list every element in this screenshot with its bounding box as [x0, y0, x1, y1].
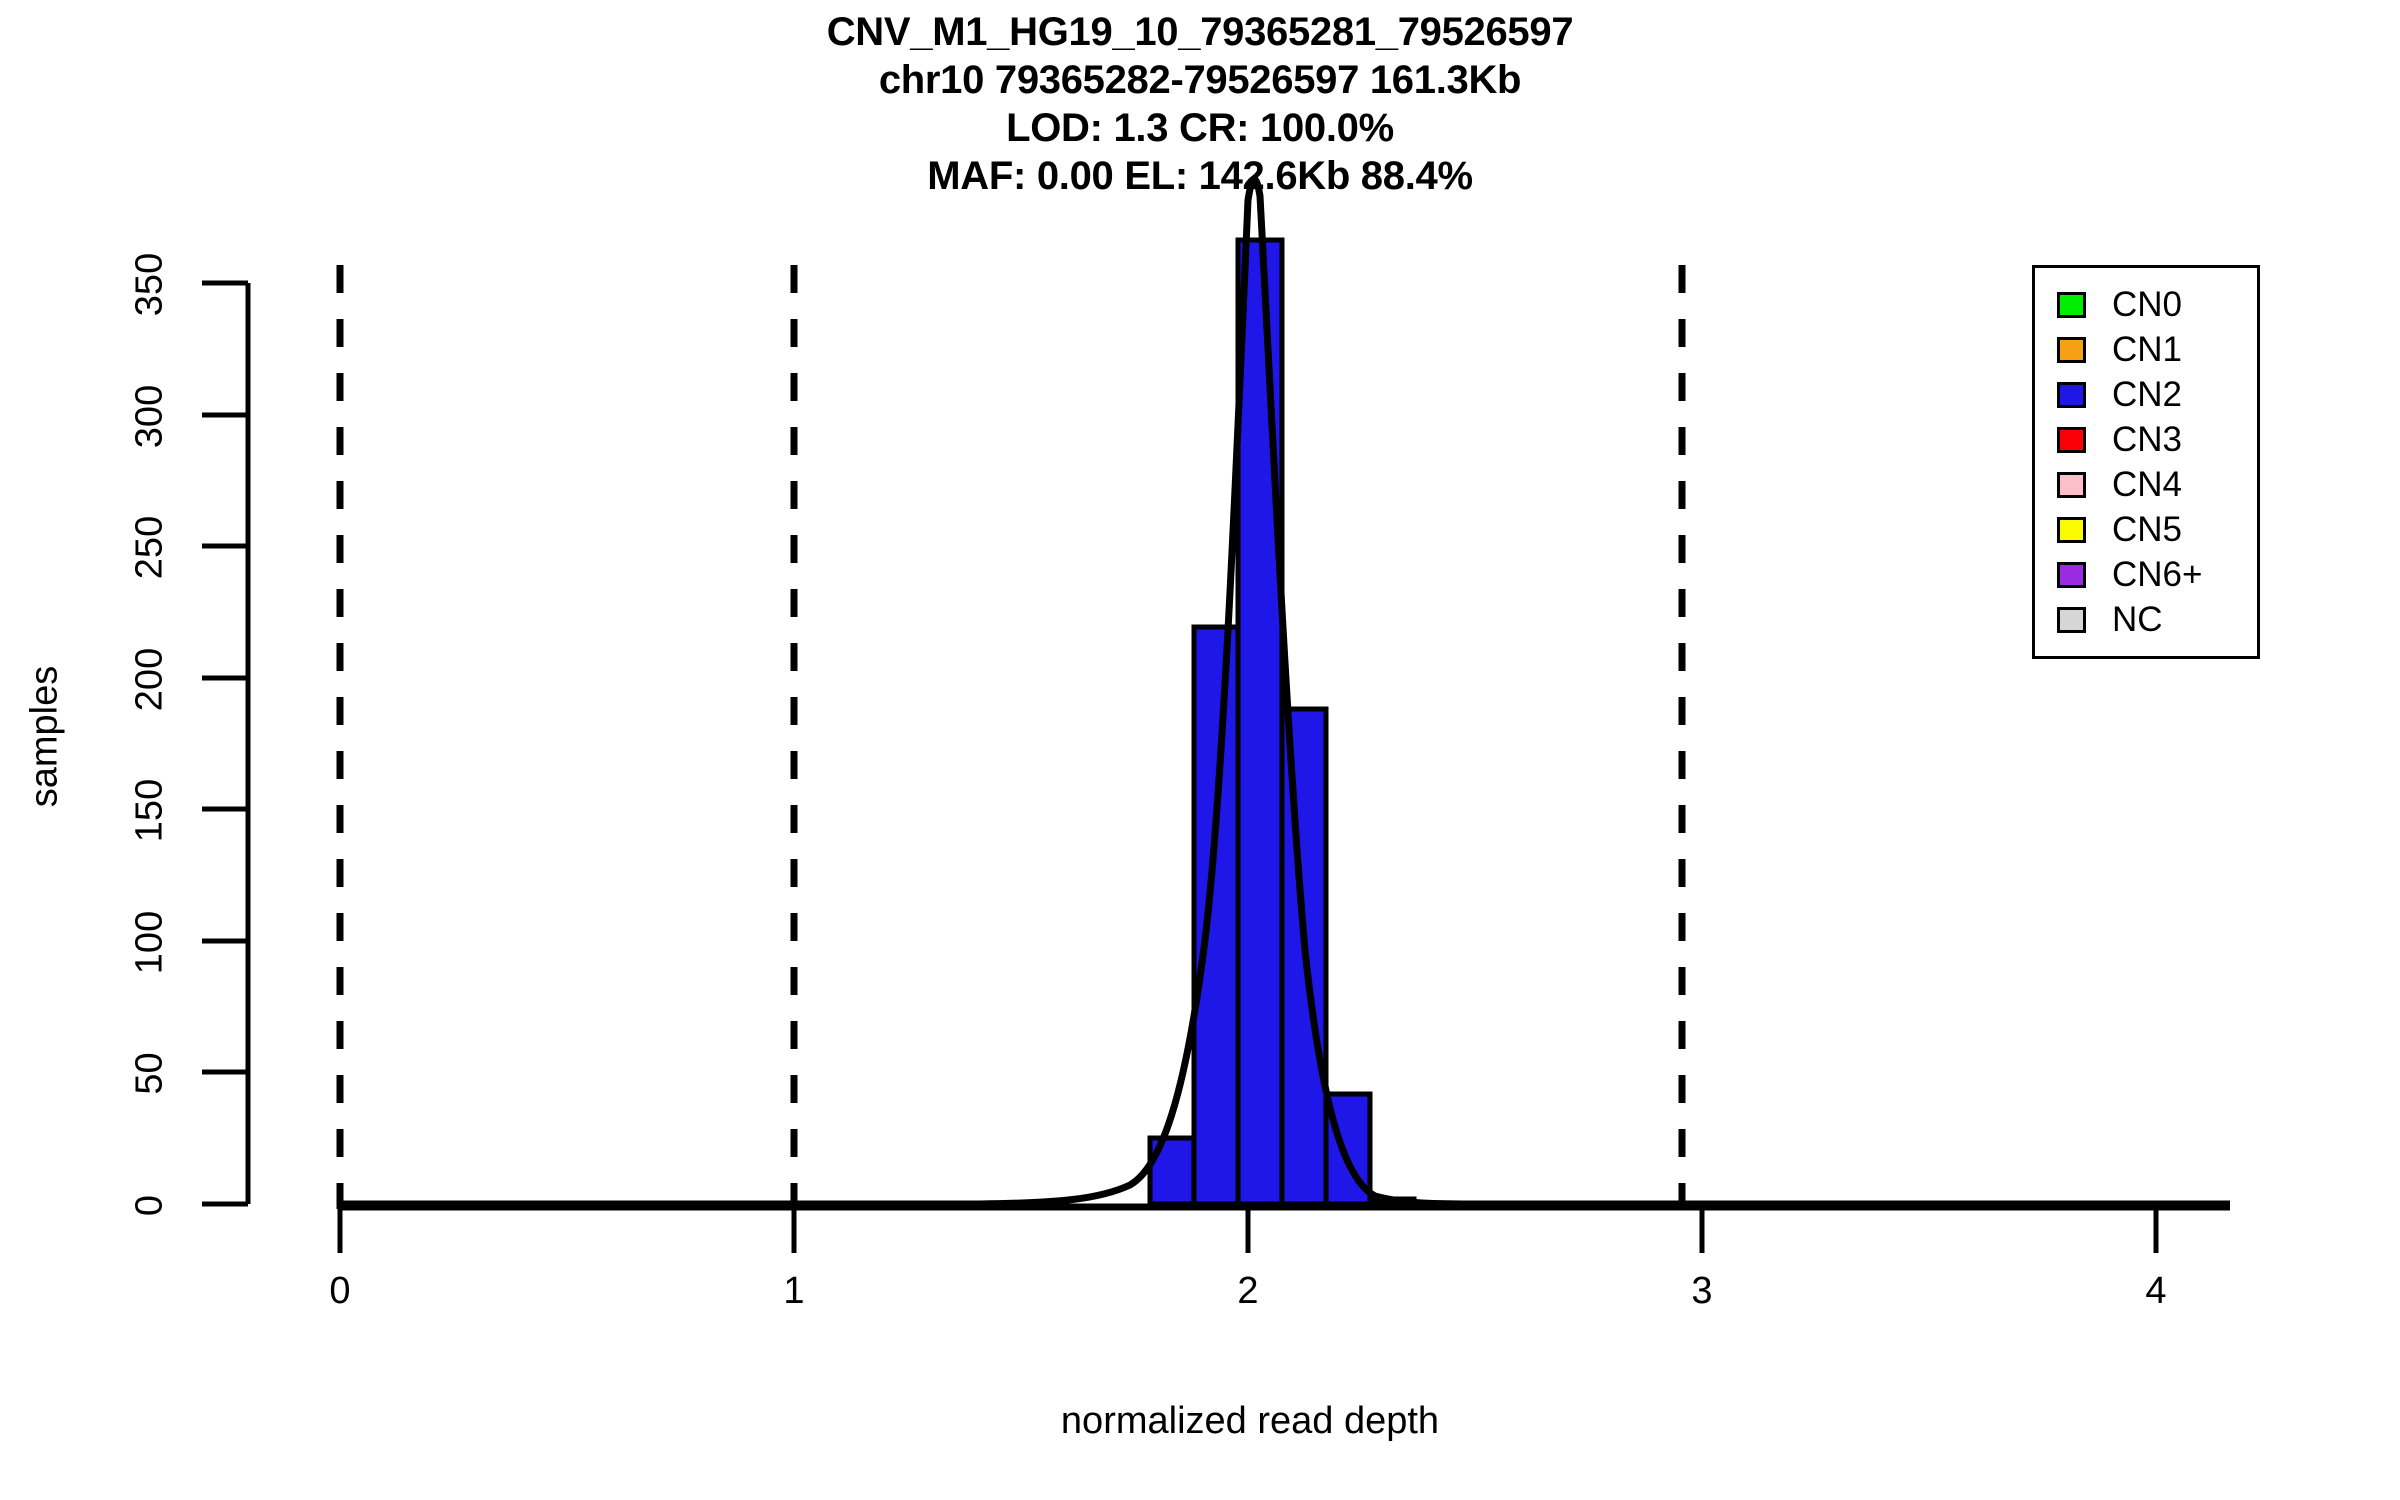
x-tick-label-2: 2 [1237, 1270, 1259, 1312]
histogram-bar [1191, 624, 1241, 1207]
y-tick-label-200: 200 [128, 647, 171, 712]
y-tick-label-100: 100 [128, 910, 171, 975]
legend-item-cn0[interactable]: CN0 [2035, 282, 2257, 327]
x-axis-ticks [337, 1207, 2159, 1253]
legend-label-cn3: CN3 [2112, 419, 2183, 459]
legend-swatch-nc [2057, 606, 2086, 633]
x-axis-title: normalized read depth [1060, 1400, 1440, 1442]
legend-swatch-cn5 [2057, 516, 2086, 543]
y-tick-label-250: 250 [128, 515, 171, 580]
legend-item-cn3[interactable]: CN3 [2035, 417, 2257, 462]
y-tick-label-150: 150 [128, 778, 171, 843]
legend-label-nc: NC [2112, 599, 2163, 639]
y-axis [202, 280, 251, 1207]
baseline-marks [337, 1196, 1685, 1204]
legend: CN0 CN1 CN2 CN3 CN4 CN5 CN6+ NC [2032, 265, 2260, 659]
density-curve [340, 176, 2230, 1208]
legend-label-cn4: CN4 [2112, 464, 2183, 504]
x-tick-label-3: 3 [1691, 1270, 1713, 1312]
legend-swatch-cn1 [2057, 336, 2086, 363]
x-tick-label-0: 0 [329, 1270, 351, 1312]
legend-swatch-cn0 [2057, 291, 2086, 318]
legend-item-nc[interactable]: NC [2035, 597, 2257, 642]
legend-item-cn6plus[interactable]: CN6+ [2035, 552, 2257, 597]
legend-swatch-cn4 [2057, 471, 2086, 498]
x-tick-label-4: 4 [2145, 1270, 2167, 1312]
legend-item-cn4[interactable]: CN4 [2035, 462, 2257, 507]
histogram-bars [1147, 237, 1417, 1207]
y-tick-label-350: 350 [128, 252, 171, 317]
cn-reference-lines [336, 245, 1686, 1209]
y-tick-label-50: 50 [128, 1052, 171, 1095]
legend-item-cn5[interactable]: CN5 [2035, 507, 2257, 552]
legend-label-cn5: CN5 [2112, 509, 2183, 549]
legend-item-cn1[interactable]: CN1 [2035, 327, 2257, 372]
legend-label-cn1: CN1 [2112, 329, 2183, 369]
legend-label-cn0: CN0 [2112, 284, 2183, 324]
legend-item-cn2[interactable]: CN2 [2035, 372, 2257, 417]
legend-label-cn6plus: CN6+ [2112, 554, 2203, 594]
legend-swatch-cn3 [2057, 426, 2086, 453]
legend-swatch-cn2 [2057, 381, 2086, 408]
x-tick-label-1: 1 [783, 1270, 805, 1312]
y-tick-label-0: 0 [128, 1194, 171, 1217]
histogram-bar [1235, 237, 1285, 1207]
y-axis-title: samples [23, 665, 66, 808]
y-tick-label-300: 300 [128, 384, 171, 449]
legend-label-cn2: CN2 [2112, 374, 2183, 414]
legend-swatch-cn6plus [2057, 561, 2086, 588]
